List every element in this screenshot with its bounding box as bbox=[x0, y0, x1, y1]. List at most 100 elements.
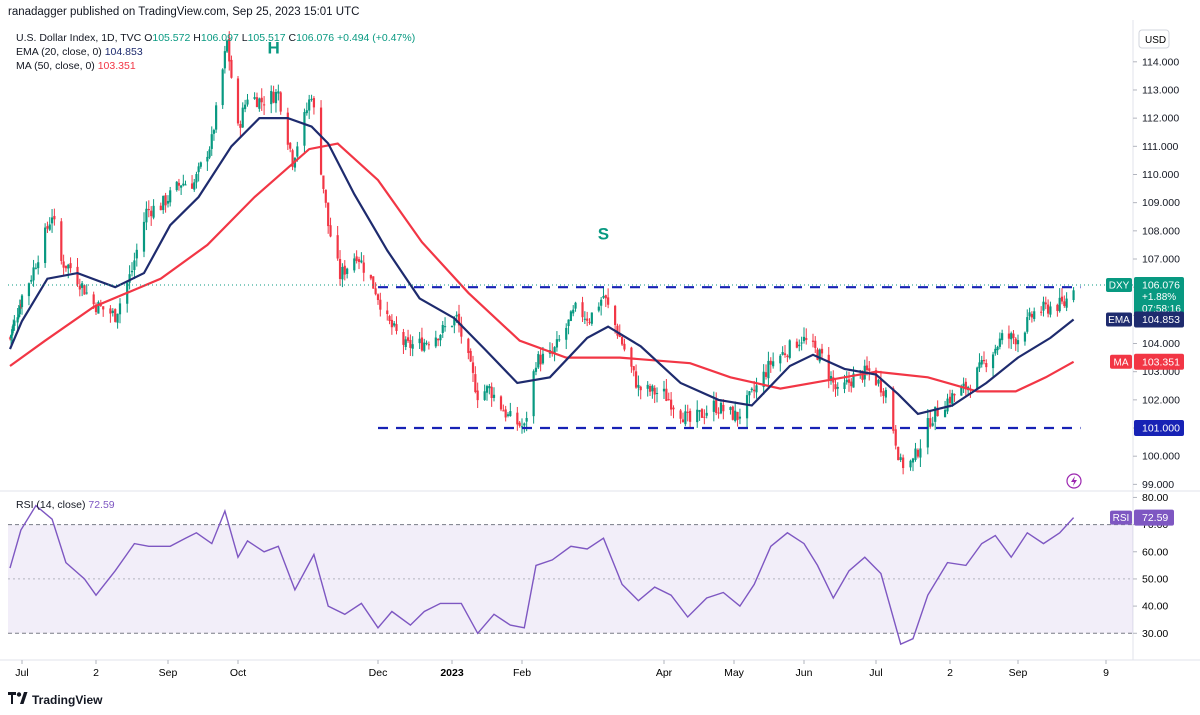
candle-body bbox=[762, 371, 765, 388]
candle-body bbox=[177, 182, 181, 186]
candle-body bbox=[672, 407, 675, 410]
candle-body bbox=[1028, 312, 1031, 317]
candle-body bbox=[471, 362, 475, 373]
candle-body bbox=[372, 276, 375, 289]
ma-legend-row[interactable]: MA (50, close, 0) 103.351 bbox=[16, 59, 415, 73]
candle-body bbox=[277, 91, 280, 94]
candle-body bbox=[632, 366, 635, 371]
candle-body bbox=[130, 270, 134, 273]
symbol-tag-badge bbox=[1106, 278, 1132, 293]
candle-body bbox=[802, 336, 806, 342]
symbol-row: U.S. Dollar Index, 1D, TVC O105.572 H106… bbox=[16, 31, 415, 45]
price-legend: U.S. Dollar Index, 1D, TVC O105.572 H106… bbox=[16, 31, 415, 73]
candle-body bbox=[877, 379, 880, 384]
candle-body bbox=[81, 283, 84, 288]
candle-body bbox=[85, 292, 88, 294]
candle-body bbox=[929, 418, 932, 427]
candle-body bbox=[748, 391, 751, 396]
candle-body bbox=[404, 339, 407, 347]
candle-body bbox=[263, 104, 266, 106]
candle-body bbox=[843, 382, 846, 390]
candle-body bbox=[620, 336, 624, 345]
candle-body bbox=[1040, 311, 1043, 313]
candle-body bbox=[916, 449, 920, 457]
candle-body bbox=[569, 311, 572, 321]
candle-body bbox=[291, 150, 294, 167]
candle-body bbox=[655, 393, 659, 395]
candle-body bbox=[427, 344, 430, 346]
ohlc-open: O105.572 bbox=[144, 32, 191, 44]
candle-body bbox=[239, 124, 242, 128]
ma-price-value: 103.351 bbox=[1142, 356, 1180, 368]
time-tick-label: 9 bbox=[1103, 667, 1109, 679]
rsi-value-label: 72.59 bbox=[1142, 512, 1168, 524]
ma50-line bbox=[9, 142, 1075, 393]
candle-body bbox=[116, 313, 119, 323]
candle-body bbox=[539, 354, 542, 365]
ma-legend-label: MA (50, close, 0) bbox=[16, 60, 95, 72]
candle-body bbox=[1047, 304, 1050, 314]
candle-body bbox=[936, 408, 939, 417]
candle-body bbox=[270, 91, 273, 105]
candle-body bbox=[1010, 333, 1013, 340]
candle-body bbox=[1023, 332, 1027, 342]
candle-body bbox=[523, 423, 526, 426]
candle-body bbox=[960, 387, 963, 396]
price-tick-label: 107.000 bbox=[1142, 254, 1180, 266]
candle-body bbox=[111, 310, 114, 314]
candle-body bbox=[909, 460, 912, 468]
candle-body bbox=[221, 69, 224, 106]
candle-body bbox=[244, 104, 247, 110]
currency-button[interactable] bbox=[1138, 29, 1170, 49]
candle-body bbox=[698, 410, 701, 412]
tradingview-logo[interactable]: TradingView bbox=[8, 692, 102, 707]
candle-body bbox=[145, 208, 148, 223]
lightning-icon[interactable] bbox=[1066, 473, 1082, 489]
candle-body bbox=[1063, 301, 1066, 306]
candle-body bbox=[532, 371, 535, 417]
candle-body bbox=[1044, 302, 1047, 305]
candle-body bbox=[651, 385, 654, 392]
candle-body bbox=[32, 267, 35, 281]
candle-body bbox=[820, 348, 824, 354]
price-tick-label: 110.000 bbox=[1142, 169, 1179, 181]
time-tick-label: 2 bbox=[947, 667, 953, 679]
candle-body bbox=[506, 414, 510, 416]
rsi-tick-label: 40.00 bbox=[1142, 601, 1168, 613]
candle-body bbox=[133, 260, 136, 271]
symbol-name[interactable]: U.S. Dollar Index, 1D, TVC bbox=[16, 32, 142, 44]
candle-body bbox=[686, 411, 689, 413]
tradingview-logo-icon bbox=[8, 692, 28, 707]
ema-legend-row[interactable]: EMA (20, close, 0) 104.853 bbox=[16, 45, 415, 59]
candle-body bbox=[11, 329, 14, 336]
ma-tag-badge bbox=[1110, 354, 1132, 369]
candle-body bbox=[982, 359, 986, 362]
candle-body bbox=[520, 426, 524, 428]
candle-body bbox=[874, 370, 878, 385]
candle-body bbox=[485, 386, 489, 393]
candle-body bbox=[764, 372, 768, 377]
candle-body bbox=[305, 110, 308, 114]
candle-body bbox=[27, 283, 31, 297]
candle-body bbox=[1030, 313, 1033, 318]
candle-body bbox=[600, 299, 603, 306]
candle-body bbox=[852, 373, 855, 388]
time-tick-label: May bbox=[724, 667, 745, 679]
candle-body bbox=[847, 379, 851, 383]
candle-body bbox=[225, 40, 229, 52]
ohlc-change: +0.494 (+0.47%) bbox=[336, 32, 416, 44]
candle-body bbox=[109, 308, 112, 314]
candle-body bbox=[795, 341, 798, 348]
candle-body bbox=[943, 409, 947, 418]
ema-legend-value: 104.853 bbox=[104, 46, 143, 58]
candle-body bbox=[894, 429, 897, 446]
candle-body bbox=[614, 305, 617, 326]
time-tick-label: Dec bbox=[369, 667, 388, 679]
candle-body bbox=[37, 262, 40, 269]
candle-body bbox=[376, 294, 380, 301]
rsi-value-badge bbox=[1134, 509, 1174, 526]
rsi-legend-row[interactable]: RSI (14, close) 72.59 bbox=[16, 499, 115, 511]
candle-body bbox=[555, 339, 559, 348]
candle-body bbox=[437, 338, 440, 341]
